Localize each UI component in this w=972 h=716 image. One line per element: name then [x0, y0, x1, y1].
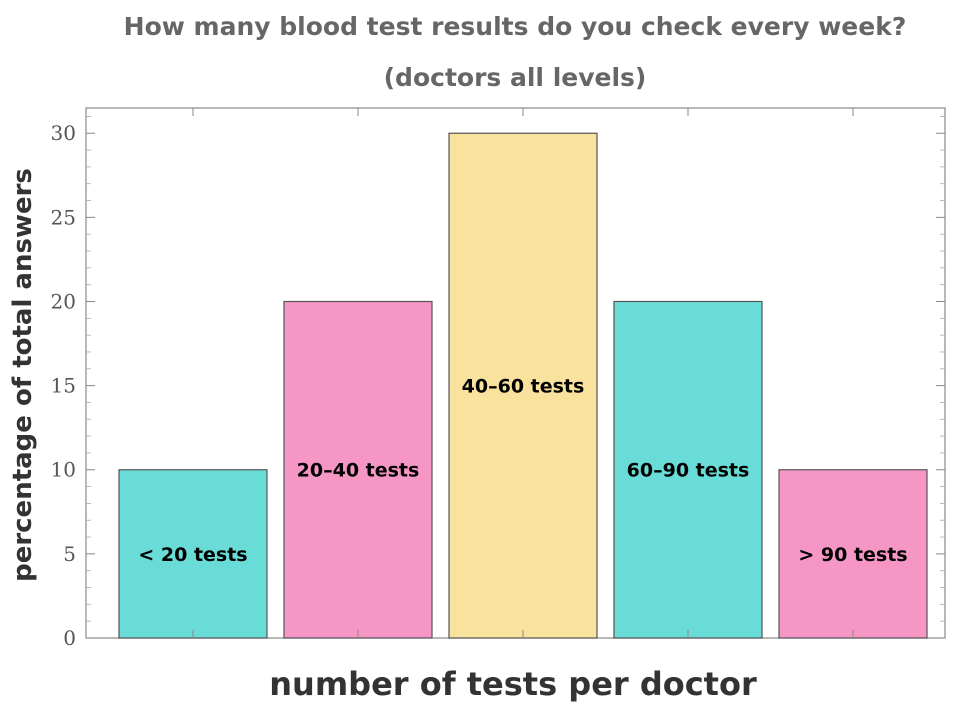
- bar-labels-group: < 20 tests 20–40 tests 40–60 tests 60–90 te…: [138, 376, 907, 566]
- chart-title: How many blood test results do you check…: [124, 12, 907, 41]
- bar-label-2: 20–40 tests: [297, 460, 420, 482]
- y-axis-title: percentage of total answers: [8, 168, 38, 582]
- bars-group: [118, 108, 928, 639]
- bar-5: [778, 469, 928, 639]
- bar-4: [613, 300, 763, 639]
- bar-label-5: > 90 tests: [798, 544, 907, 566]
- x-axis-title: number of tests per doctor: [269, 665, 757, 703]
- bar-label-3: 40–60 tests: [462, 376, 585, 398]
- y-tick-label: 30: [51, 121, 76, 145]
- y-tick-label: 15: [51, 374, 76, 398]
- bar-label-4: 60–90 tests: [627, 460, 750, 482]
- bar-1: [118, 469, 268, 639]
- bar-label-1: < 20 tests: [138, 544, 247, 566]
- y-tick-label: 5: [63, 542, 76, 566]
- bar-3: [448, 132, 598, 639]
- y-tick-label: 0: [63, 626, 76, 650]
- y-axis: 0 5 10 15 20 25 30: [51, 116, 945, 650]
- y-tick-label: 20: [51, 289, 76, 313]
- y-tick-label: 10: [51, 458, 76, 482]
- chart-subtitle: (doctors all levels): [384, 63, 647, 92]
- bar-2: [283, 300, 433, 639]
- y-tick-label: 25: [51, 205, 76, 229]
